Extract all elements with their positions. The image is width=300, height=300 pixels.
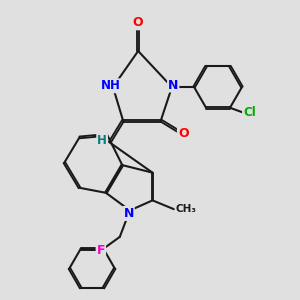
- Text: O: O: [133, 16, 143, 29]
- Text: N: N: [168, 79, 178, 92]
- Text: H: H: [97, 134, 107, 147]
- Text: CH₃: CH₃: [175, 204, 196, 214]
- Text: O: O: [178, 127, 189, 140]
- Text: Cl: Cl: [243, 106, 256, 119]
- Text: NH: NH: [100, 79, 120, 92]
- Text: F: F: [97, 244, 105, 256]
- Text: N: N: [123, 207, 134, 220]
